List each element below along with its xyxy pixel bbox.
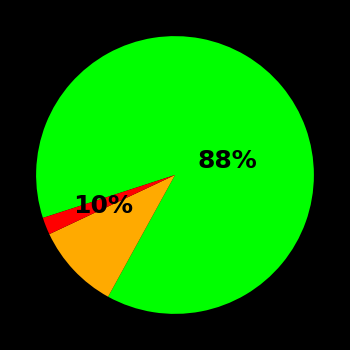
Wedge shape: [43, 175, 175, 234]
Wedge shape: [36, 36, 314, 314]
Text: 10%: 10%: [73, 194, 133, 218]
Wedge shape: [49, 175, 175, 297]
Text: 88%: 88%: [198, 149, 258, 173]
